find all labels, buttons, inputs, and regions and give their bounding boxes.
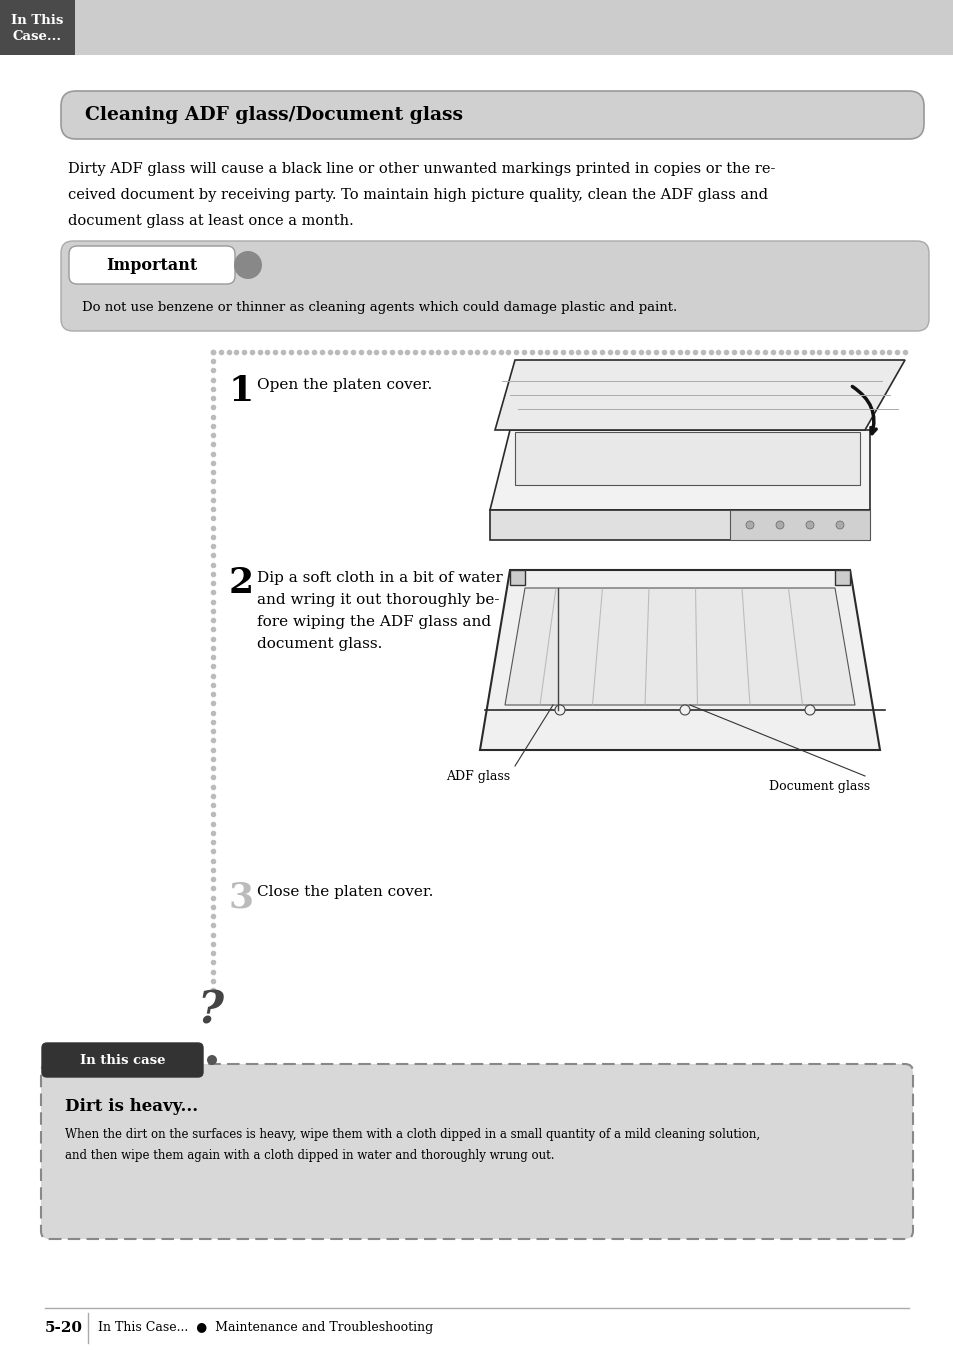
Polygon shape xyxy=(515,432,859,485)
Circle shape xyxy=(555,705,564,716)
FancyBboxPatch shape xyxy=(61,90,923,139)
Text: 5-20: 5-20 xyxy=(45,1322,83,1335)
Polygon shape xyxy=(490,431,869,510)
Circle shape xyxy=(805,521,813,529)
Text: 2: 2 xyxy=(229,566,253,599)
Text: Document glass: Document glass xyxy=(768,780,869,792)
Polygon shape xyxy=(729,510,869,540)
Text: In this case: In this case xyxy=(80,1053,166,1066)
FancyBboxPatch shape xyxy=(61,242,928,331)
Circle shape xyxy=(207,1054,216,1065)
Text: and then wipe them again with a cloth dipped in water and thoroughly wrung out.: and then wipe them again with a cloth di… xyxy=(65,1149,554,1162)
Circle shape xyxy=(233,251,262,279)
Text: When the dirt on the surfaces is heavy, wipe them with a cloth dipped in a small: When the dirt on the surfaces is heavy, … xyxy=(65,1129,760,1141)
Polygon shape xyxy=(490,510,869,540)
FancyBboxPatch shape xyxy=(42,1044,203,1077)
Text: document glass.: document glass. xyxy=(256,637,382,651)
Text: In This Case...  ●  Maintenance and Troubleshooting: In This Case... ● Maintenance and Troubl… xyxy=(98,1322,433,1335)
FancyBboxPatch shape xyxy=(510,570,524,585)
Text: Open the platen cover.: Open the platen cover. xyxy=(256,378,432,392)
FancyBboxPatch shape xyxy=(41,1064,912,1239)
Text: Dip a soft cloth in a bit of water: Dip a soft cloth in a bit of water xyxy=(256,571,502,585)
Text: Cleaning ADF glass/Document glass: Cleaning ADF glass/Document glass xyxy=(85,107,462,124)
Text: ADF glass: ADF glass xyxy=(445,769,510,783)
Circle shape xyxy=(804,705,814,716)
Text: ?: ? xyxy=(196,990,223,1033)
FancyBboxPatch shape xyxy=(0,0,953,55)
FancyBboxPatch shape xyxy=(834,570,849,585)
Circle shape xyxy=(835,521,843,529)
Polygon shape xyxy=(495,360,904,431)
Circle shape xyxy=(775,521,783,529)
Text: and wring it out thoroughly be-: and wring it out thoroughly be- xyxy=(256,593,499,608)
Text: document glass at least once a month.: document glass at least once a month. xyxy=(68,215,354,228)
Circle shape xyxy=(745,521,753,529)
FancyBboxPatch shape xyxy=(0,0,75,55)
Text: Close the platen cover.: Close the platen cover. xyxy=(256,886,433,899)
Text: Do not use benzene or thinner as cleaning agents which could damage plastic and : Do not use benzene or thinner as cleanin… xyxy=(82,301,677,313)
FancyBboxPatch shape xyxy=(69,246,234,284)
Circle shape xyxy=(679,705,689,716)
Text: 1: 1 xyxy=(229,374,254,408)
Text: Dirt is heavy...: Dirt is heavy... xyxy=(65,1098,198,1115)
Text: 3: 3 xyxy=(229,882,253,915)
Text: Important: Important xyxy=(107,256,197,274)
Text: Dirty ADF glass will cause a black line or other unwanted markings printed in co: Dirty ADF glass will cause a black line … xyxy=(68,162,775,176)
Polygon shape xyxy=(479,570,879,751)
Text: ceived document by receiving party. To maintain high picture quality, clean the : ceived document by receiving party. To m… xyxy=(68,188,767,202)
Text: In This: In This xyxy=(11,14,64,27)
Text: Case...: Case... xyxy=(13,30,62,43)
Text: fore wiping the ADF glass and: fore wiping the ADF glass and xyxy=(256,616,491,629)
Polygon shape xyxy=(504,589,854,705)
